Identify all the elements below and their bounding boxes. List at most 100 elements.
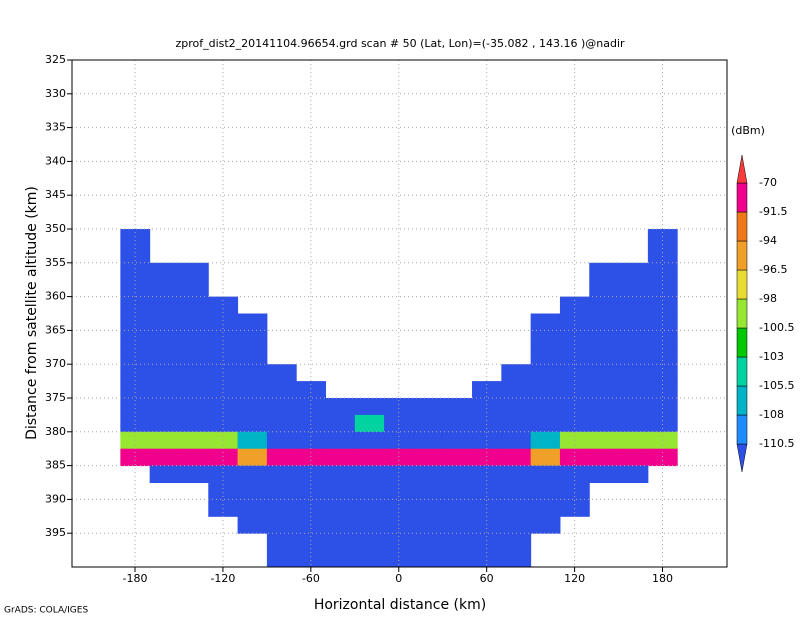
heatmap-cell bbox=[120, 381, 151, 399]
heatmap-cell bbox=[501, 364, 532, 382]
heatmap-cell bbox=[296, 414, 327, 433]
heatmap-cell bbox=[354, 533, 385, 551]
heatmap-cell bbox=[178, 381, 209, 399]
heatmap-cell bbox=[559, 398, 590, 416]
heatmap-cell bbox=[501, 431, 532, 450]
heatmap-cell bbox=[501, 414, 532, 433]
heatmap-cell bbox=[266, 381, 297, 399]
heatmap-cell bbox=[120, 330, 151, 348]
heatmap-cell bbox=[559, 330, 590, 348]
heatmap-cell bbox=[266, 533, 297, 551]
heatmap-cell bbox=[413, 533, 444, 551]
heatmap-cell bbox=[530, 330, 561, 348]
heatmap-cell bbox=[178, 347, 209, 365]
x-axis-label: Horizontal distance (km) bbox=[314, 597, 486, 613]
x-tick-label: 0 bbox=[395, 572, 402, 585]
heatmap-cell bbox=[530, 499, 561, 517]
colorbar-label: -96.5 bbox=[759, 263, 787, 276]
heatmap-cell bbox=[354, 398, 385, 416]
heatmap-cell bbox=[413, 516, 444, 534]
heatmap-cell bbox=[178, 279, 209, 298]
heatmap-cell bbox=[120, 229, 151, 247]
heatmap-cell bbox=[530, 313, 561, 331]
heatmap-cell bbox=[354, 431, 385, 450]
heatmap-cell bbox=[266, 550, 297, 568]
heatmap-cell bbox=[208, 482, 239, 500]
heatmap-cell bbox=[237, 381, 268, 399]
heatmap-cell bbox=[208, 398, 239, 416]
heatmap-cell bbox=[442, 482, 473, 500]
heatmap-cell bbox=[589, 262, 620, 281]
heatmap-cell bbox=[384, 398, 414, 416]
heatmap-cell bbox=[149, 364, 180, 382]
y-tick-label: 390 bbox=[45, 492, 66, 505]
colorbar-segment bbox=[736, 385, 748, 416]
heatmap-cell bbox=[413, 550, 444, 568]
heatmap-cell bbox=[325, 550, 356, 568]
heatmap-cell bbox=[149, 398, 180, 416]
heatmap-cell bbox=[589, 448, 620, 467]
heatmap-cell bbox=[237, 313, 268, 331]
heatmap-cell bbox=[354, 550, 385, 568]
heatmap-cell bbox=[501, 533, 532, 551]
heatmap-cell bbox=[149, 431, 180, 450]
heatmap-cell bbox=[413, 431, 444, 450]
heatmap-cell bbox=[325, 516, 356, 534]
heatmap-cell bbox=[413, 482, 444, 500]
heatmap-cell bbox=[120, 313, 151, 331]
heatmap-cell bbox=[296, 550, 327, 568]
heatmap-cell bbox=[178, 431, 209, 450]
colorbar-segment bbox=[736, 443, 748, 473]
heatmap-cell bbox=[530, 398, 561, 416]
heatmap-cell bbox=[559, 482, 590, 500]
heatmap-cell bbox=[149, 279, 180, 298]
heatmap-cell bbox=[647, 313, 678, 331]
heatmap-cell bbox=[501, 482, 532, 500]
heatmap-cell bbox=[237, 330, 268, 348]
x-tick-label: -120 bbox=[210, 572, 235, 585]
heatmap-cell bbox=[354, 499, 385, 517]
axes: -180 -120 -60 0 60 120 180 325 330 335 340 345 350 35… bbox=[45, 53, 727, 585]
heatmap-cell bbox=[442, 465, 473, 483]
heatmap-cell bbox=[647, 229, 678, 247]
heatmap-cell bbox=[589, 330, 620, 348]
heatmap-cell bbox=[618, 262, 649, 281]
heatmap-cell bbox=[266, 431, 297, 450]
heatmap-cell bbox=[237, 465, 268, 483]
heatmap-cell bbox=[178, 262, 209, 281]
colorbar-segment bbox=[736, 298, 748, 329]
heatmap-cell bbox=[501, 398, 532, 416]
heatmap-cell bbox=[120, 414, 151, 433]
heatmap-cell bbox=[384, 414, 414, 433]
x-tick-label: -180 bbox=[123, 572, 148, 585]
heatmap-cell bbox=[442, 448, 473, 467]
heatmap-cell bbox=[266, 398, 297, 416]
heatmap-cell bbox=[208, 448, 239, 467]
heatmap-cell bbox=[647, 398, 678, 416]
heatmap-cell bbox=[442, 499, 473, 517]
heatmap-cell bbox=[325, 499, 356, 517]
heatmap-cell bbox=[530, 431, 561, 450]
heatmap-cell bbox=[559, 381, 590, 399]
heatmap-cell bbox=[384, 482, 414, 500]
heatmap-cell bbox=[266, 414, 297, 433]
heatmap-cell bbox=[384, 465, 414, 483]
heatmap-cell bbox=[208, 381, 239, 399]
footnote: GrADS: COLA/IGES bbox=[4, 606, 88, 616]
heatmap-cell bbox=[266, 482, 297, 500]
heatmap-cell bbox=[618, 398, 649, 416]
field bbox=[120, 229, 678, 568]
heatmap-cell bbox=[296, 448, 327, 467]
heatmap-cell bbox=[149, 330, 180, 348]
heatmap-cell bbox=[384, 533, 414, 551]
colorbar-title: (dBm) bbox=[731, 124, 765, 137]
heatmap-cell bbox=[618, 431, 649, 450]
heatmap-cell bbox=[472, 533, 502, 551]
heatmap-cell bbox=[559, 448, 590, 467]
heatmap-cell bbox=[178, 448, 209, 467]
heatmap-cell bbox=[384, 550, 414, 568]
heatmap-cell bbox=[589, 414, 620, 433]
heatmap-cell bbox=[237, 414, 268, 433]
heatmap-cell bbox=[208, 296, 239, 314]
